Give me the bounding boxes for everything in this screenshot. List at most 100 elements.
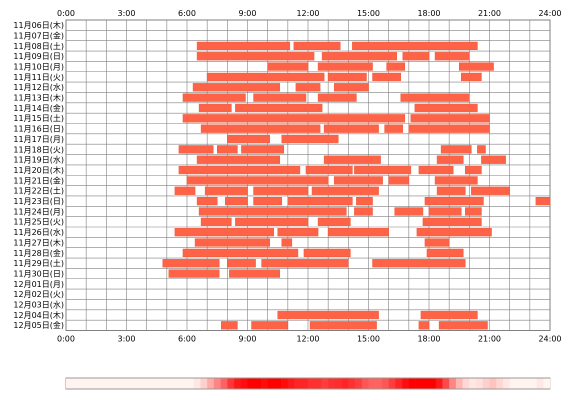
density-cell [543, 378, 551, 389]
density-cell [422, 378, 430, 389]
day-label: 11月11日(火) [13, 73, 64, 82]
activity-bar [471, 186, 510, 195]
density-cell [482, 378, 490, 389]
density-cell [476, 378, 484, 389]
x-tick-bottom: 6:00 [178, 335, 196, 344]
day-label: 11月19日(水) [13, 155, 64, 165]
density-strip [65, 377, 551, 390]
activity-bar [267, 62, 309, 71]
activity-bar [333, 83, 369, 92]
activity-bar [204, 186, 248, 195]
activity-bar [196, 41, 291, 50]
day-label: 11月08日(土) [13, 41, 64, 51]
activity-bar [251, 321, 289, 330]
activity-bar [436, 186, 466, 195]
activity-bar [194, 238, 270, 247]
activity-bar [241, 145, 285, 154]
density-cell [234, 378, 242, 389]
activity-bar [535, 197, 551, 206]
day-label: 11月25日(火) [13, 218, 64, 227]
plot-grid [65, 19, 551, 331]
activity-bar [235, 217, 309, 226]
activity-bar [196, 52, 315, 61]
day-label: 11月17日(月) [13, 135, 64, 144]
density-cell [301, 378, 309, 389]
activity-bar [327, 228, 389, 237]
day-label: 11月13日(木) [13, 93, 64, 103]
day-label: 11月21日(金) [13, 175, 64, 185]
activity-bar [178, 165, 301, 175]
density-cell [435, 378, 443, 389]
activity-bar [354, 207, 373, 216]
day-label: 11月24日(月) [13, 207, 64, 216]
x-tick-bottom: 12:00 [296, 335, 319, 344]
day-label: 11月07日(金) [13, 30, 64, 40]
density-cell [247, 378, 255, 389]
activity-bar [261, 259, 349, 268]
day-label: 12月02日(火) [13, 290, 64, 299]
activity-bar [372, 72, 402, 82]
density-cell [408, 378, 416, 389]
day-label: 11月30日(日) [13, 269, 64, 278]
activity-bar [229, 269, 281, 278]
density-cell [395, 378, 403, 389]
bars [162, 41, 551, 330]
activity-bar [323, 124, 379, 133]
density-cell [509, 378, 517, 389]
day-labels: 11月06日(木)11月07日(金)11月08日(土)11月09日(日) 11月1… [13, 20, 64, 330]
density-cell [462, 378, 470, 389]
activity-bar [434, 176, 478, 185]
activity-bar [384, 124, 404, 133]
x-tick-bottom: 0:00 [57, 335, 75, 344]
activity-bar [394, 207, 424, 216]
x-tick-top: 24:00 [538, 9, 561, 18]
density-cell [321, 378, 329, 389]
density-cell [180, 378, 188, 389]
day-label: 11月23日(日) [13, 197, 64, 206]
day-label: 11月06日(木) [13, 20, 64, 30]
density-cell [99, 378, 107, 389]
activity-bar [182, 248, 299, 257]
density-cell [227, 378, 235, 389]
day-label: 12月01日(月) [13, 280, 64, 289]
density-cell [328, 378, 336, 389]
x-tick-top: 0:00 [57, 9, 75, 18]
day-label: 11月22日(土) [13, 186, 64, 196]
activity-bar [388, 176, 410, 185]
activity-bar [281, 134, 339, 144]
x-ticks-bottom: 0:00 3:00 6:00 9:00 12:00 15:00 18:00 21:00 24:0… [57, 335, 562, 344]
day-label: 11月16日(日) [13, 125, 64, 134]
density-cell [429, 378, 437, 389]
activity-bar [311, 186, 379, 195]
activity-bar [168, 269, 220, 278]
x-tick-bottom: 18:00 [417, 335, 440, 344]
x-tick-top: 15:00 [357, 9, 380, 18]
activity-bar [416, 228, 492, 237]
day-label: 11月09日(日) [13, 52, 64, 61]
density-cell [281, 378, 289, 389]
density-cell [523, 378, 531, 389]
x-tick-bottom: 9:00 [239, 335, 257, 344]
activity-bar [198, 103, 232, 113]
x-tick-top: 18:00 [417, 9, 440, 18]
activity-bar [402, 52, 430, 61]
density-cell [341, 378, 349, 389]
density-cell [200, 378, 208, 389]
activity-bar [196, 155, 281, 164]
x-tick-bottom: 15:00 [357, 335, 380, 344]
day-label: 11月15日(土) [13, 113, 64, 123]
activity-bar [295, 83, 321, 92]
density-cell [133, 378, 141, 389]
activity-bar [253, 93, 307, 102]
activity-bar [428, 207, 462, 216]
activity-bar [465, 165, 482, 175]
density-cell [294, 378, 302, 389]
x-tick-top: 12:00 [296, 9, 319, 18]
density-cell [166, 378, 174, 389]
activity-bar [227, 134, 270, 144]
density-cell [375, 378, 383, 389]
activity-bar [206, 72, 325, 82]
density-cell [173, 378, 181, 389]
day-label: 11月20日(木) [13, 165, 64, 175]
activity-bar [253, 186, 309, 195]
